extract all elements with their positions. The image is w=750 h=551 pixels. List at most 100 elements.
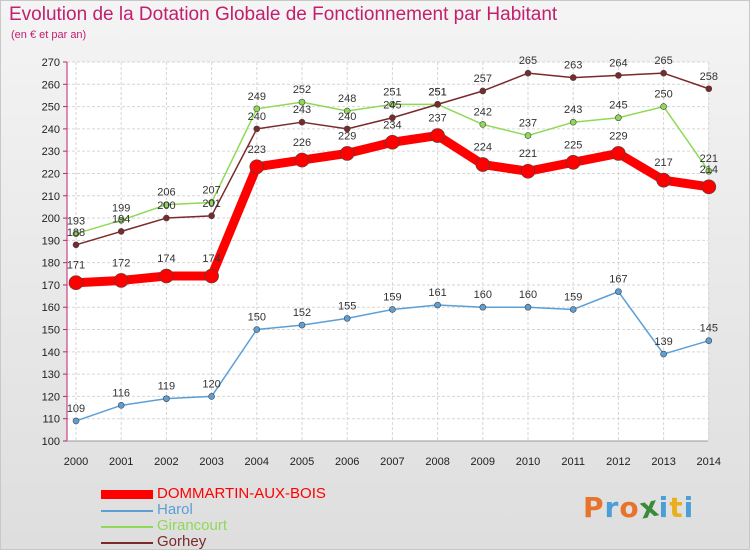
data-label-gorhey: 240	[248, 111, 266, 123]
data-label-girancourt: 251	[428, 86, 446, 98]
data-label-harol: 116	[112, 387, 130, 399]
data-label-girancourt: 243	[564, 104, 582, 116]
data-point-girancourt	[117, 216, 125, 224]
data-label-dommartin-aux-bois: 172	[112, 257, 130, 269]
data-point-gorhey	[72, 241, 80, 249]
data-point-gorhey	[389, 114, 396, 122]
x-tick-label: 2002	[154, 456, 178, 468]
data-point-dommartin-aux-bois	[159, 268, 174, 284]
data-label-dommartin-aux-bois: 221	[519, 148, 537, 160]
x-tick-label: 2007	[380, 456, 404, 468]
x-tick-label: 2010	[516, 456, 540, 468]
plot-area	[67, 62, 708, 441]
x-tick-label: 2006	[335, 456, 359, 468]
data-label-harol: 145	[700, 323, 718, 335]
data-point-dommartin-aux-bois	[68, 275, 84, 291]
y-tick-label: 250	[42, 102, 60, 114]
data-point-harol	[72, 417, 80, 425]
data-label-harol: 160	[519, 289, 537, 301]
data-point-gorhey	[117, 228, 125, 235]
data-point-girancourt	[705, 167, 713, 175]
legend-swatch-gorhey	[101, 542, 153, 544]
x-tick-label: 2005	[290, 456, 314, 468]
y-tick-label: 160	[42, 302, 60, 314]
data-label-harol: 161	[428, 287, 446, 299]
data-point-harol	[389, 306, 396, 313]
legend-label-harol: Harol	[157, 501, 193, 518]
data-label-harol: 109	[67, 403, 85, 415]
data-label-dommartin-aux-bois: 234	[383, 119, 401, 131]
x-tick-label: 2008	[425, 456, 449, 468]
data-label-gorhey: 245	[383, 100, 401, 112]
data-point-girancourt	[389, 101, 396, 108]
data-point-harol	[569, 306, 577, 313]
y-tick-label: 210	[42, 191, 60, 203]
y-tick-label: 270	[42, 57, 60, 69]
y-tick-label: 220	[42, 168, 60, 180]
data-label-gorhey: 265	[654, 55, 672, 67]
data-point-gorhey	[479, 87, 487, 95]
data-label-girancourt: 252	[293, 84, 311, 96]
data-label-gorhey: 265	[519, 55, 537, 67]
data-point-girancourt	[524, 132, 532, 139]
data-point-girancourt	[569, 118, 577, 126]
y-tick-label: 170	[42, 280, 60, 292]
chart-subtitle: (en € et par an)	[11, 29, 87, 41]
data-label-dommartin-aux-bois: 174	[202, 253, 220, 265]
data-label-gorhey: 258	[700, 71, 718, 83]
data-label-girancourt: 248	[338, 93, 356, 105]
data-label-dommartin-aux-bois: 237	[428, 113, 446, 125]
data-point-girancourt	[72, 230, 80, 237]
legend-swatch-dommartin-aux-bois	[101, 490, 153, 499]
data-point-dommartin-aux-bois	[204, 268, 219, 284]
data-label-gorhey: 263	[564, 60, 582, 72]
y-tick-label: 190	[42, 235, 60, 247]
y-tick-label: 240	[42, 124, 60, 136]
data-point-gorhey	[705, 85, 713, 93]
data-point-girancourt	[208, 199, 215, 206]
data-point-gorhey	[660, 69, 667, 77]
data-point-girancourt	[660, 103, 667, 110]
data-label-harol: 120	[202, 378, 220, 390]
data-label-girancourt: 251	[383, 86, 401, 98]
y-tick-label: 260	[42, 79, 60, 91]
data-label-harol: 152	[293, 307, 311, 319]
y-tick-label: 180	[42, 258, 60, 270]
data-label-harol: 119	[158, 381, 176, 393]
x-tick-label: 2000	[64, 456, 88, 468]
y-tick-label: 130	[42, 369, 60, 381]
data-label-gorhey: 188	[67, 227, 85, 239]
data-point-harol	[117, 402, 125, 409]
data-point-dommartin-aux-bois	[611, 146, 626, 161]
data-point-girancourt	[298, 98, 306, 106]
data-point-dommartin-aux-bois	[339, 146, 355, 161]
data-point-gorhey	[615, 72, 622, 79]
data-point-dommartin-aux-bois	[656, 172, 671, 188]
data-label-girancourt: 250	[654, 89, 672, 101]
legend-swatch-girancourt	[101, 526, 153, 528]
data-point-girancourt	[615, 114, 622, 122]
data-label-harol: 159	[383, 291, 401, 303]
data-point-dommartin-aux-bois	[475, 157, 491, 172]
x-tick-label: 2009	[471, 456, 495, 468]
data-label-girancourt: 193	[67, 216, 85, 228]
data-point-gorhey	[208, 212, 215, 220]
data-label-harol: 155	[338, 300, 356, 312]
x-tick-label: 2003	[199, 456, 223, 468]
data-label-dommartin-aux-bois: 224	[474, 142, 492, 154]
data-point-dommartin-aux-bois	[294, 152, 310, 168]
data-label-dommartin-aux-bois: 226	[293, 137, 311, 149]
legend-label-dommartin-aux-bois: DOMMARTIN-AUX-BOIS	[157, 485, 326, 502]
y-tick-label: 120	[42, 391, 60, 403]
data-point-dommartin-aux-bois	[249, 159, 265, 175]
data-point-harol	[705, 337, 713, 344]
data-point-girancourt	[163, 201, 170, 208]
data-label-girancourt: 245	[609, 100, 627, 112]
data-point-dommartin-aux-bois	[520, 163, 536, 179]
data-point-dommartin-aux-bois	[113, 273, 129, 288]
data-label-harol: 159	[564, 291, 582, 303]
data-label-gorhey: 243	[293, 104, 311, 116]
data-label-girancourt: 199	[112, 202, 130, 214]
